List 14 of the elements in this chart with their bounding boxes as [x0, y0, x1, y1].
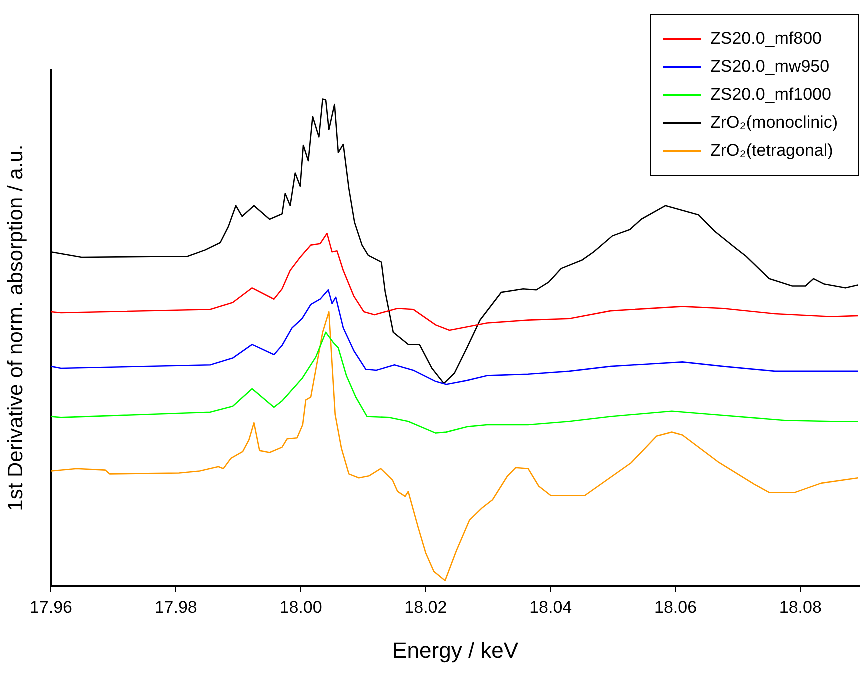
- legend-label: ZrO₂(monoclinic): [710, 112, 838, 134]
- x-tick-label: 18.02: [404, 598, 448, 618]
- x-tick-label: 17.96: [30, 598, 72, 618]
- x-tick-label: 18.04: [530, 598, 572, 618]
- x-tick-label: 18.00: [280, 598, 322, 618]
- legend-label: ZS20.0_mf800: [710, 28, 822, 50]
- x-tick-label: 17.98: [154, 598, 198, 618]
- x-axis-title: Energy / keV: [392, 638, 519, 663]
- legend-label: ZS20.0_mw950: [710, 56, 830, 78]
- legend-label: ZrO₂(tetragonal): [710, 140, 834, 162]
- x-tick-label: 18.08: [779, 598, 822, 618]
- x-tick-label: 18.06: [654, 598, 698, 618]
- y-axis-title: 1st Derivative of norm. absorption / a.u.: [4, 144, 28, 512]
- legend-label: ZS20.0_mf1000: [710, 84, 832, 106]
